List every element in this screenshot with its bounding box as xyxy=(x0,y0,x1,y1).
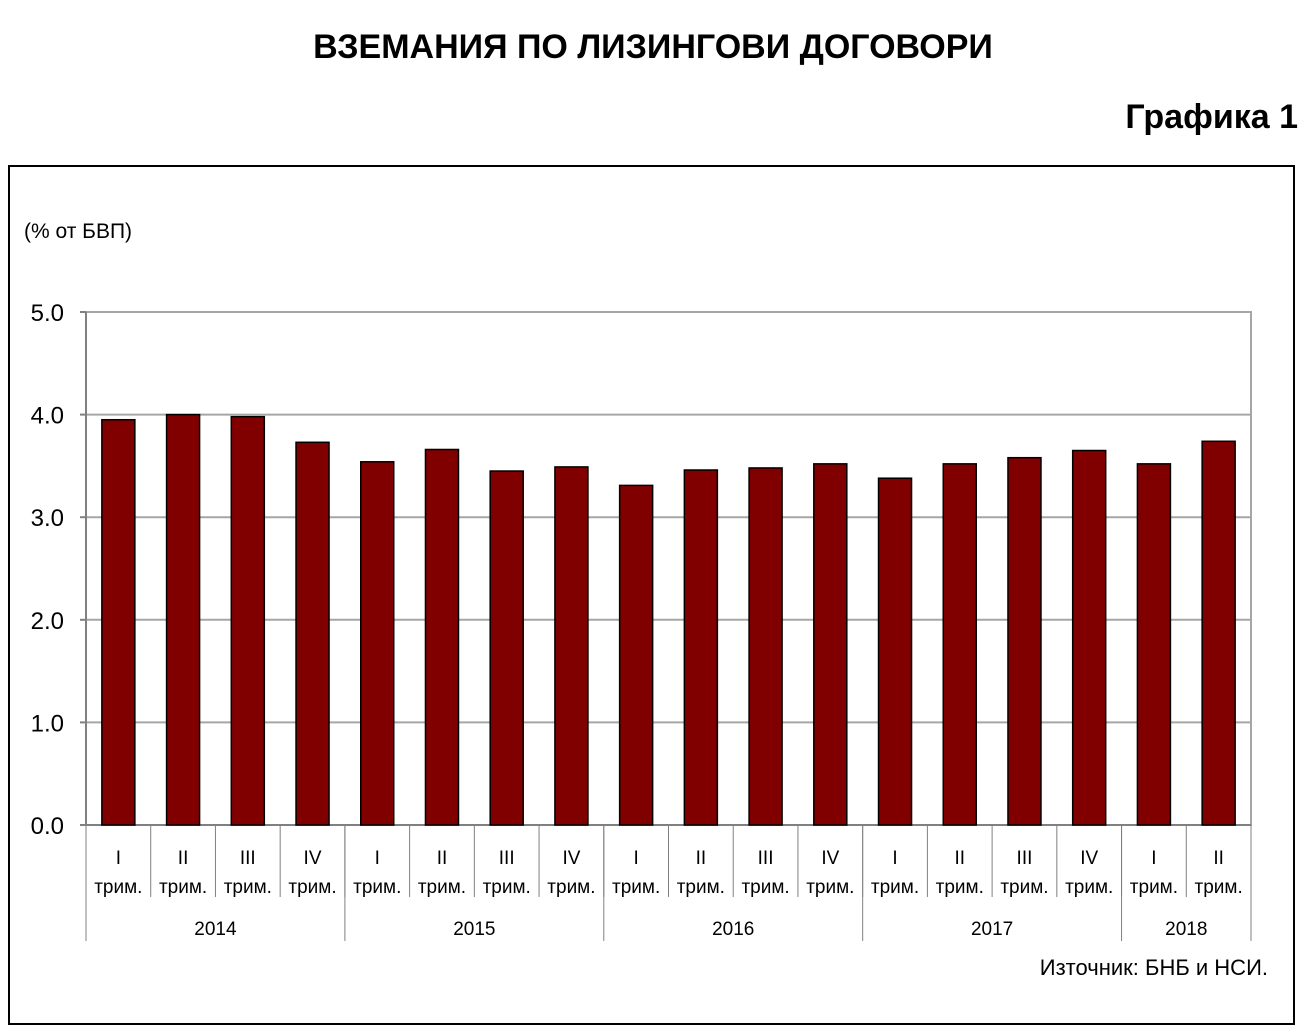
category-quarter-label: IV xyxy=(821,848,839,869)
bar xyxy=(101,418,136,826)
category-quarter-label: II xyxy=(1213,848,1224,869)
bar xyxy=(1136,463,1172,826)
category-period-label: трим. xyxy=(612,877,660,898)
category-period-label: трим. xyxy=(159,877,207,898)
bar xyxy=(1201,440,1236,826)
category-period-label: трим. xyxy=(1065,877,1113,898)
year-label: 2016 xyxy=(712,919,754,940)
bar xyxy=(1071,449,1107,826)
bar xyxy=(683,469,719,826)
figure-label: Графика 1 xyxy=(1125,98,1298,136)
bar xyxy=(942,463,977,826)
category-period-label: трим. xyxy=(677,877,725,898)
category-quarter-label: III xyxy=(499,848,515,869)
category-quarter-label: I xyxy=(375,848,380,869)
category-quarter-label: II xyxy=(954,848,965,869)
category-quarter-label: II xyxy=(437,848,448,869)
category-period-label: трим. xyxy=(1130,877,1178,898)
category-quarter-label: I xyxy=(1151,848,1156,869)
bar xyxy=(424,448,460,826)
category-quarter-label: III xyxy=(758,848,774,869)
category-period-label: трим. xyxy=(94,877,142,898)
category-quarter-label: IV xyxy=(562,848,580,869)
category-period-label: трим. xyxy=(741,877,789,898)
bar xyxy=(295,441,330,826)
source-note: Източник: БНБ и НСИ. xyxy=(1039,955,1268,980)
category-quarter-label: I xyxy=(892,848,897,869)
year-label: 2018 xyxy=(1165,919,1207,940)
bar xyxy=(230,415,266,826)
bar xyxy=(165,413,201,826)
category-period-label: трим. xyxy=(871,877,919,898)
y-tick-label: 1.0 xyxy=(31,710,64,737)
category-quarter-label: I xyxy=(116,848,121,869)
y-tick-label: 5.0 xyxy=(31,300,64,327)
category-quarter-label: III xyxy=(240,848,256,869)
y-tick-label: 0.0 xyxy=(31,813,64,840)
category-period-label: трим. xyxy=(936,877,984,898)
bar xyxy=(618,484,654,826)
y-tick-label: 4.0 xyxy=(31,403,64,430)
category-quarter-label: I xyxy=(633,848,638,869)
bar xyxy=(360,461,395,826)
bar xyxy=(813,463,848,826)
y-tick-label: 3.0 xyxy=(31,505,64,532)
category-period-label: трим. xyxy=(353,877,401,898)
chart-title: ВЗЕМАНИЯ ПО ЛИЗИНГОВИ ДОГОВОРИ xyxy=(313,28,993,66)
category-quarter-label: IV xyxy=(304,848,322,869)
bar xyxy=(554,466,589,826)
category-period-label: трим. xyxy=(224,877,272,898)
category-period-label: трим. xyxy=(288,877,336,898)
year-label: 2014 xyxy=(194,919,237,940)
category-period-label: трим. xyxy=(1000,877,1048,898)
y-axis-unit-label: (% от БВП) xyxy=(24,220,133,243)
bar xyxy=(877,477,913,826)
category-quarter-label: IV xyxy=(1080,848,1098,869)
bar xyxy=(748,467,783,826)
category-period-label: трим. xyxy=(418,877,466,898)
y-tick-label: 2.0 xyxy=(31,608,64,635)
year-label: 2015 xyxy=(453,919,495,940)
category-quarter-label: II xyxy=(696,848,707,869)
category-period-label: трим. xyxy=(1195,877,1243,898)
category-quarter-label: II xyxy=(178,848,189,869)
year-label: 2017 xyxy=(971,919,1013,940)
bar xyxy=(489,470,524,826)
category-period-label: трим. xyxy=(483,877,531,898)
category-period-label: трим. xyxy=(806,877,854,898)
bar xyxy=(1007,456,1042,826)
category-quarter-label: III xyxy=(1017,848,1033,869)
category-period-label: трим. xyxy=(547,877,595,898)
